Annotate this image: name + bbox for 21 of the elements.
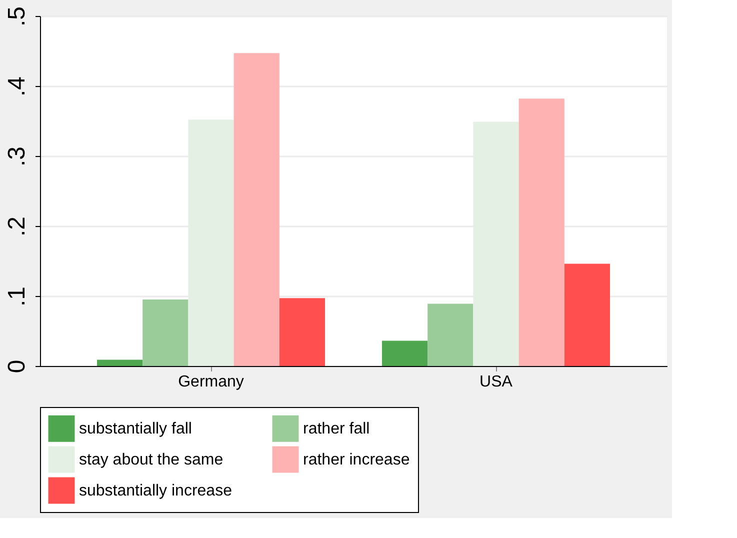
y-tick-label: .5 [4, 6, 30, 27]
bar [97, 360, 143, 366]
x-tick-label: USA [480, 374, 513, 390]
bar [564, 264, 610, 366]
bar [279, 298, 325, 366]
y-tick-label: .4 [4, 76, 30, 97]
legend-label: substantially fall [79, 420, 192, 438]
y-tick-label: .2 [4, 216, 30, 237]
y-tick-label: .3 [4, 146, 30, 167]
y-tick-label: .1 [4, 286, 30, 307]
legend-label: stay about the same [79, 452, 224, 468]
bar [428, 304, 474, 366]
legend-label: rather increase [303, 452, 410, 468]
legend-label: rather fall [303, 420, 370, 438]
legend-label: substantially increase [79, 482, 232, 500]
bar [382, 340, 428, 366]
bar [234, 53, 280, 366]
y-tick-label: 0 [4, 360, 30, 374]
bar [518, 98, 564, 366]
x-tick-label: Germany [178, 374, 244, 390]
bar [142, 300, 188, 366]
